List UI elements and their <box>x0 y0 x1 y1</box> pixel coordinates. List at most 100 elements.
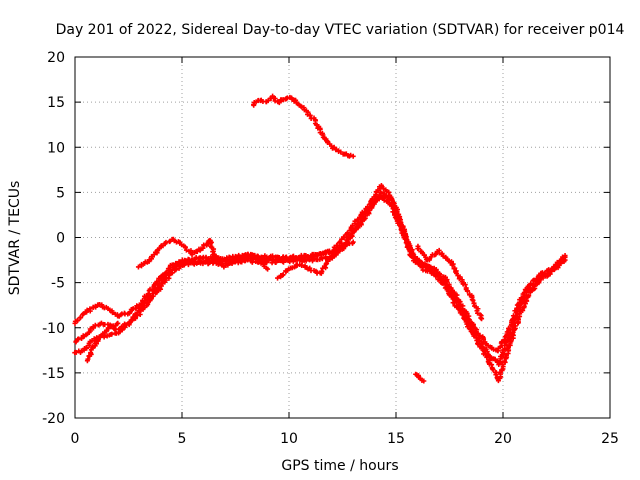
data-point <box>280 272 286 278</box>
series-arc-7 <box>251 93 356 159</box>
axis-ticks: 0 5 10 15 20 25 -20 -15 -10 -5 0 5 10 15 20 <box>42 50 619 447</box>
data-point <box>83 344 89 350</box>
data-point <box>294 262 300 268</box>
data-point <box>87 326 93 332</box>
data-point <box>381 197 387 203</box>
data-point <box>464 288 470 294</box>
data-point <box>389 196 395 202</box>
y-tick-label: 20 <box>47 50 65 66</box>
data-point <box>449 289 455 295</box>
data-point <box>456 276 462 282</box>
x-tick-label: 10 <box>280 431 298 447</box>
data-point <box>319 269 325 275</box>
data-point <box>303 258 309 264</box>
data-point <box>109 331 115 337</box>
data-point <box>183 247 189 253</box>
data-point <box>233 256 239 262</box>
data-point <box>139 261 145 267</box>
data-point <box>245 257 251 263</box>
data-point <box>158 283 164 289</box>
data-point <box>499 354 505 360</box>
y-tick-label: -20 <box>42 411 65 427</box>
data-point <box>326 248 332 254</box>
data-point <box>464 318 470 324</box>
chart-title: Day 201 of 2022, Sidereal Day-to-day VTE… <box>56 22 625 38</box>
data-point <box>454 292 460 298</box>
data-point <box>305 111 311 117</box>
series-arc-6 <box>275 239 356 281</box>
data-point <box>210 249 216 255</box>
data-point <box>329 255 335 261</box>
data-point <box>433 251 439 257</box>
series-arc-5 <box>135 236 271 272</box>
data-point <box>202 259 208 265</box>
data-point <box>449 262 455 268</box>
y-tick-label: -15 <box>42 366 65 382</box>
data-point <box>470 297 476 303</box>
data-point <box>493 372 499 378</box>
y-tick-label: -10 <box>42 321 65 337</box>
data-point <box>397 220 403 226</box>
data-point <box>504 343 510 349</box>
data-point <box>269 258 275 264</box>
data-point <box>416 246 422 252</box>
data-point <box>281 259 287 265</box>
data-point <box>475 310 481 316</box>
data-point <box>254 255 260 261</box>
data-point <box>428 267 434 273</box>
data-point <box>521 295 527 301</box>
x-tick-label: 15 <box>387 431 405 447</box>
data-point <box>293 97 299 103</box>
data-point <box>443 282 449 288</box>
data-point <box>410 250 416 256</box>
data-point <box>440 253 446 259</box>
data-point <box>531 281 537 287</box>
data-point <box>337 239 343 245</box>
data-point <box>134 312 140 318</box>
data-point <box>185 262 191 268</box>
data-point <box>406 245 412 251</box>
data-point <box>94 341 100 347</box>
data-point <box>110 310 116 316</box>
data-point <box>142 298 148 304</box>
data-point <box>562 254 568 260</box>
data-point <box>148 296 154 302</box>
data-point <box>275 275 281 281</box>
data-point <box>135 264 141 270</box>
data-point <box>115 320 121 326</box>
data-point <box>508 330 514 336</box>
data-point <box>350 153 356 159</box>
data-point <box>421 378 427 384</box>
y-tick-label: 10 <box>47 140 65 156</box>
data-point <box>350 239 356 245</box>
data-point <box>475 341 481 347</box>
y-tick-label: -5 <box>51 276 65 292</box>
data-point <box>462 282 468 288</box>
y-tick-label: 15 <box>47 95 65 111</box>
x-axis-label: GPS time / hours <box>281 458 398 474</box>
data-point <box>273 259 279 265</box>
data-point <box>84 307 90 313</box>
data-point <box>87 306 93 312</box>
data-series <box>72 93 568 384</box>
data-point <box>356 219 362 225</box>
data-point <box>420 263 426 269</box>
x-tick-label: 5 <box>178 431 187 447</box>
data-point <box>307 112 313 118</box>
data-point <box>154 288 160 294</box>
series-arc-9 <box>415 243 485 322</box>
data-point <box>481 337 487 343</box>
data-point <box>490 367 496 373</box>
series-arc-8 <box>413 371 427 384</box>
series-arc-3 <box>72 182 568 368</box>
y-tick-label: 0 <box>56 231 65 247</box>
data-point <box>257 258 263 264</box>
data-point <box>341 234 347 240</box>
data-point <box>544 270 550 276</box>
x-tick-label: 20 <box>494 431 512 447</box>
data-point <box>479 316 485 322</box>
data-point <box>119 327 125 333</box>
data-point <box>265 266 271 272</box>
y-axis-label: SDTVAR / TECUs <box>7 181 23 296</box>
